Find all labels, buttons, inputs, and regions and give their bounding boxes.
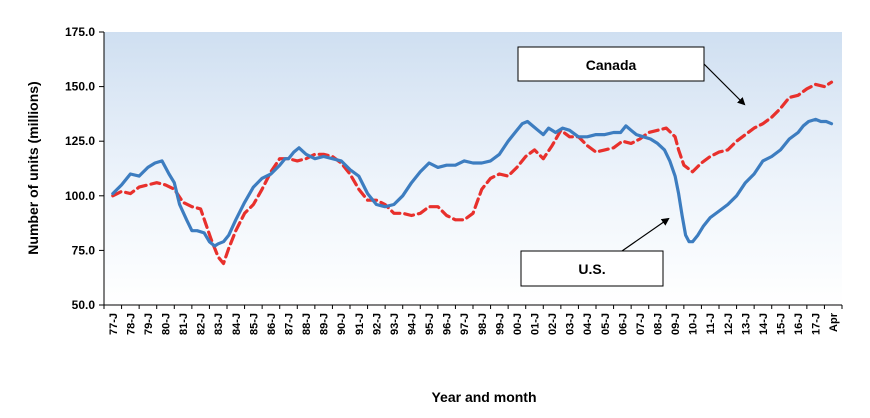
x-tick-label: 85-J (248, 313, 260, 335)
x-tick-label: 99-J (494, 313, 506, 335)
x-tick-label: 93-J (389, 313, 401, 335)
x-tick-label: 16-J (793, 313, 805, 335)
x-tick-label: 03-J (565, 313, 577, 335)
plot-area (104, 32, 842, 305)
x-tick-label: 05-J (600, 313, 612, 335)
callout-box-us (520, 250, 664, 287)
x-tick-label: 08-J (653, 313, 665, 335)
x-tick-label: 97-J (459, 313, 471, 335)
annotation-layer: Canada U.S. (517, 46, 746, 287)
x-tick-label: 96-J (442, 313, 454, 335)
x-tick-label: 10-J (688, 313, 700, 335)
x-tick-label: 83-J (213, 313, 225, 335)
x-tick-label: 06-J (617, 313, 629, 335)
x-tick-label: 88-J (301, 313, 313, 335)
y-tick-label: 75.0 (72, 243, 96, 257)
x-tick-label: 80-J (161, 313, 173, 335)
callout-box-canada (517, 46, 705, 82)
y-tick-label: 125.0 (65, 134, 95, 148)
x-tick-label: 91-J (354, 313, 366, 335)
y-tick-label: 150.0 (65, 80, 95, 94)
y-tick-label: 175.0 (65, 25, 95, 39)
series-line-us (111, 117, 834, 248)
x-tick-label: 77-J (108, 313, 120, 335)
x-tick-label: 94-J (407, 313, 419, 335)
y-axis-title: Number of units (millions) (25, 81, 41, 254)
callout-label-canada: Canada (586, 57, 637, 73)
y-tick-label: 50.0 (72, 298, 96, 312)
x-tick-label: 11-J (705, 313, 717, 334)
x-axis-title: Year and month (431, 389, 536, 405)
y-tick-label: 100.0 (65, 189, 95, 203)
x-tick-label: 04-J (582, 313, 594, 335)
x-tick-label: 79-J (143, 313, 155, 335)
x-tick-label: 09-J (670, 313, 682, 335)
y-axis: 50.0 75.0 100.0 125.0 150.0 175.0 (65, 25, 105, 312)
callout-arrow-us (621, 217, 670, 252)
x-tick-label: 07-J (635, 313, 647, 335)
x-tick-label: 15-J (776, 313, 788, 335)
x-tick-label: 86-J (266, 313, 278, 335)
series-line-canada (111, 80, 834, 266)
x-tick-label: 12-J (723, 313, 735, 335)
x-tick-label: 98-J (477, 313, 489, 335)
x-tick-label: 81-J (178, 313, 190, 335)
x-tick-label: 01-J (530, 313, 542, 335)
x-tick-label: 92-J (371, 313, 383, 335)
x-tick-label: 00-J (512, 313, 524, 335)
x-axis: 77-J 78-J 79-J 80-J 81-J 82-J 83-J 84-J 85-J 86-J… (103, 304, 843, 335)
x-tick-label: 87-J (284, 313, 296, 335)
x-tick-label: 84-J (231, 313, 243, 335)
x-tick-label: Apr (828, 312, 840, 332)
x-tick-label: 78-J (125, 313, 137, 335)
x-tick-label: 95-J (424, 313, 436, 335)
x-tick-label: 13-J (740, 313, 752, 335)
x-tick-label: 90-J (336, 313, 348, 335)
callout-label-us: U.S. (578, 261, 605, 277)
series-layer (111, 80, 834, 266)
x-tick-label: 02-J (547, 313, 559, 335)
x-tick-label: 82-J (196, 313, 208, 335)
x-tick-label: 14-J (758, 313, 770, 335)
x-tick-label: 17-J (811, 313, 823, 335)
callout-arrow-canada (703, 63, 746, 106)
x-tick-label: 89-J (319, 313, 331, 335)
